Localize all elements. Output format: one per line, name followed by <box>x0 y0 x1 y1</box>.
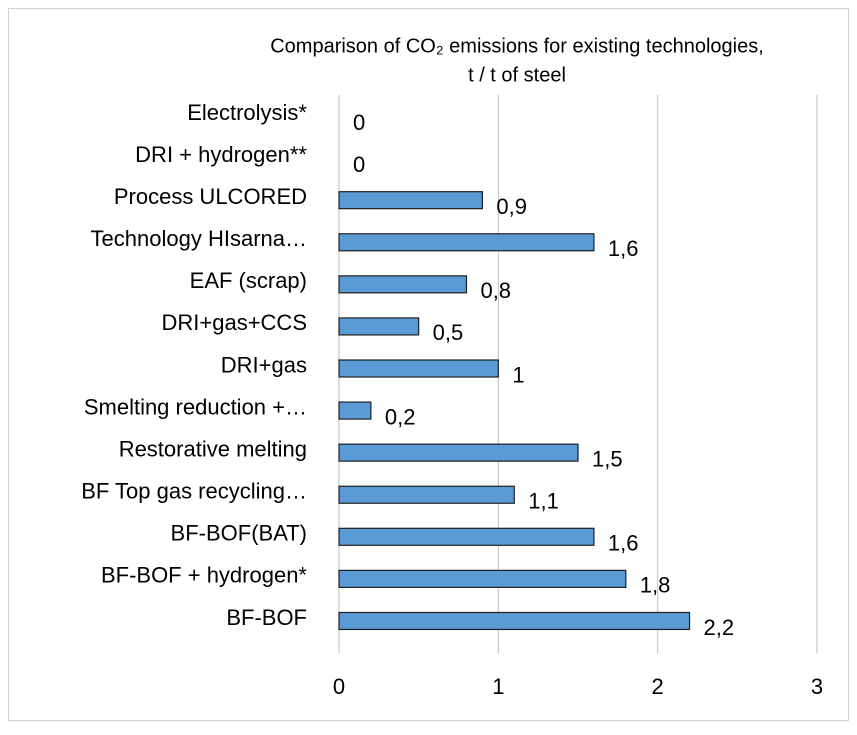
bar <box>338 233 595 252</box>
y-tick-label: Restorative melting <box>119 436 307 461</box>
data-label: 1 <box>512 362 524 387</box>
y-tick-label: DRI+gas+CCS <box>161 310 307 335</box>
bar <box>338 191 483 210</box>
data-label: 0,5 <box>433 320 464 345</box>
y-tick-label: BF Top gas recycling… <box>81 479 307 504</box>
x-tick-label: 3 <box>811 674 823 699</box>
data-label: 0,8 <box>480 278 511 303</box>
y-tick-label: DRI + hydrogen** <box>135 142 307 167</box>
data-label: 0 <box>353 152 365 177</box>
bar <box>338 569 627 588</box>
bar <box>338 611 691 631</box>
chart-title: Comparison of CO₂ emissions for existing… <box>270 35 764 57</box>
x-tick-label: 0 <box>333 674 345 699</box>
y-tick-label: DRI+gas <box>221 352 307 377</box>
bar <box>338 485 515 504</box>
chart-subtitle: t / t of steel <box>468 64 566 86</box>
y-tick-label: BF-BOF <box>226 605 307 630</box>
y-tick-label: Smelting reduction +… <box>84 394 307 419</box>
bar <box>338 317 420 336</box>
data-label: 1,1 <box>528 489 559 514</box>
data-label: 0,9 <box>496 194 527 219</box>
x-tick-label: 1 <box>492 674 504 699</box>
y-tick-label: BF-BOF(BAT) <box>171 521 307 546</box>
data-label: 0,2 <box>385 404 416 429</box>
bar <box>338 401 372 420</box>
y-tick-label: EAF (scrap) <box>190 268 307 293</box>
data-label: 1,5 <box>592 446 623 471</box>
data-label: 1,6 <box>608 531 639 556</box>
data-label: 0 <box>353 110 365 135</box>
y-tick-label: BF-BOF + hydrogen* <box>101 563 307 588</box>
x-tick-label: 2 <box>652 674 664 699</box>
y-tick-label: Technology HIsarna… <box>91 226 307 251</box>
data-label: 1,6 <box>608 236 639 261</box>
y-tick-label: Process ULCORED <box>114 184 307 209</box>
data-label: 2,2 <box>704 615 735 640</box>
bar <box>338 359 499 378</box>
data-label: 1,8 <box>640 573 671 598</box>
bar <box>338 275 468 294</box>
bar <box>338 527 595 546</box>
y-tick-label: Electrolysis* <box>187 100 307 125</box>
bar <box>338 443 579 462</box>
